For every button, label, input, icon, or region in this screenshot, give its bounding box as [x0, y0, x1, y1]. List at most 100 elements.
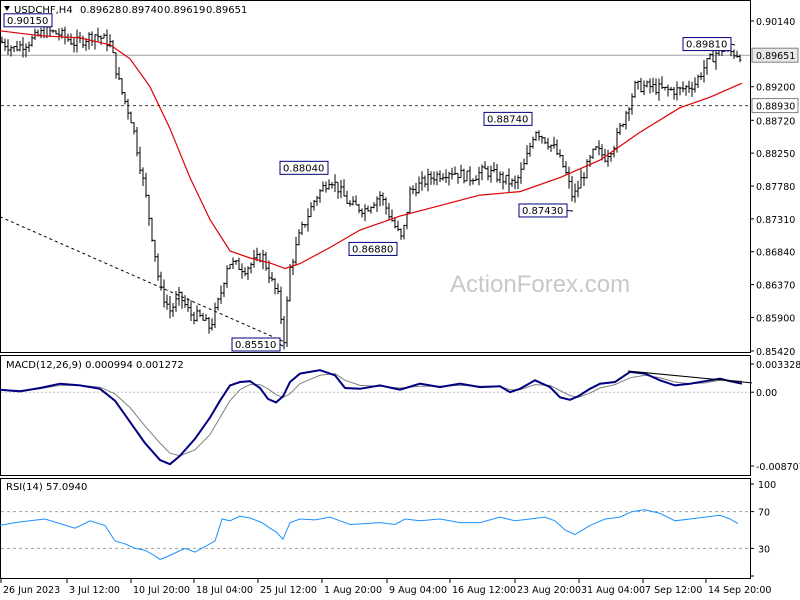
price-bar	[90, 31, 94, 47]
price-bar	[72, 37, 76, 53]
price-title: USDCHF,H4	[14, 5, 73, 16]
price-bar	[57, 28, 61, 41]
price-bar	[678, 86, 682, 96]
price-bar	[492, 162, 496, 173]
price-bar	[21, 37, 25, 58]
price-bar	[732, 49, 736, 60]
price-bar	[585, 159, 589, 179]
price-bar	[102, 33, 106, 39]
price-bar	[261, 249, 265, 270]
price-bar	[504, 174, 508, 185]
time-axis-label: 1 Aug 20:00	[324, 585, 382, 596]
price-bar	[477, 166, 481, 186]
price-bar	[207, 317, 211, 334]
price-bar	[147, 194, 151, 226]
price-bar	[561, 154, 565, 168]
price-bar	[348, 200, 352, 207]
price-annotation: 0.88040	[279, 160, 329, 175]
price-bar	[636, 80, 640, 90]
price-bar	[198, 309, 202, 318]
price-bar	[51, 29, 55, 33]
price-bar	[690, 81, 694, 97]
annotation-text: 0.88040	[283, 163, 324, 174]
price-bar	[369, 206, 373, 214]
price-bar	[432, 171, 436, 185]
price-bar	[507, 168, 511, 193]
price-bar	[570, 175, 574, 202]
rsi-pane-frame	[0, 478, 751, 579]
price-bar	[6, 39, 10, 55]
price-bar	[645, 80, 649, 88]
price-axis-label: 0.89651	[756, 51, 795, 62]
price-bar	[687, 80, 691, 93]
macd-signal-line	[0, 373, 743, 457]
price-bar	[705, 58, 709, 75]
price-bar	[417, 176, 421, 194]
price-bar	[135, 127, 139, 157]
price-bar	[534, 131, 538, 141]
price-bar	[231, 257, 235, 270]
price-bar	[693, 77, 697, 93]
price-bar	[27, 41, 31, 52]
rsi-line	[0, 509, 739, 560]
price-bar	[120, 78, 124, 95]
price-bar	[618, 122, 622, 136]
rsi-axis-label: 70	[758, 508, 770, 519]
price-bar	[702, 59, 706, 83]
price-bar	[537, 130, 541, 141]
price-bar	[624, 110, 628, 130]
price-bar	[9, 45, 13, 57]
price-bar	[153, 239, 157, 262]
ohlc-low: 0.89619	[164, 5, 205, 16]
price-bar	[126, 98, 130, 120]
price-bar	[114, 52, 118, 79]
price-bar	[192, 311, 196, 325]
macd-line	[0, 369, 743, 466]
time-axis-label: 9 Aug 04:00	[389, 585, 447, 596]
price-bar	[282, 316, 286, 350]
price-bar	[384, 197, 388, 215]
price-bar	[162, 279, 166, 308]
price-bar	[582, 172, 586, 187]
price-bar	[291, 258, 295, 276]
time-axis-label: 7 Sep 12:00	[645, 585, 702, 596]
time-axis-label: 10 Jul 20:00	[133, 585, 190, 596]
price-bar	[696, 74, 700, 89]
price-bar	[540, 135, 544, 144]
annotation-text: 0.86880	[352, 244, 393, 255]
price-bar	[363, 204, 367, 222]
price-bar	[327, 179, 331, 190]
price-bar	[411, 185, 415, 195]
ohlc-close: 0.89651	[206, 5, 247, 16]
price-bar	[237, 257, 241, 270]
price-bar	[315, 195, 319, 206]
price-bar	[204, 314, 208, 321]
support-tag	[751, 98, 799, 114]
price-bar	[675, 81, 679, 101]
price-bar	[495, 163, 499, 183]
price-bar	[627, 107, 631, 121]
price-annotation: 0.86880	[348, 241, 398, 256]
rsi-axis-label: 100	[758, 480, 776, 491]
price-bar	[489, 165, 493, 183]
price-bar	[522, 158, 526, 170]
price-bar	[630, 93, 634, 115]
price-bar	[663, 86, 667, 91]
price-axis-label: 0.86370	[756, 281, 795, 292]
time-axis-label: 31 Aug 04:00	[581, 585, 645, 596]
price-bar	[459, 164, 463, 179]
price-bar	[375, 196, 379, 212]
price-bar	[276, 283, 280, 295]
price-bar	[12, 45, 16, 52]
price-bar	[330, 181, 334, 189]
price-bar	[471, 178, 475, 185]
price-bar	[297, 229, 301, 246]
price-bar	[246, 266, 250, 280]
price-bar	[483, 161, 487, 170]
macd-pane-frame	[0, 355, 751, 476]
annotation-text: 0.85510	[235, 340, 276, 351]
price-bar	[228, 263, 232, 270]
price-bar	[408, 186, 412, 213]
price-bar	[426, 168, 430, 192]
